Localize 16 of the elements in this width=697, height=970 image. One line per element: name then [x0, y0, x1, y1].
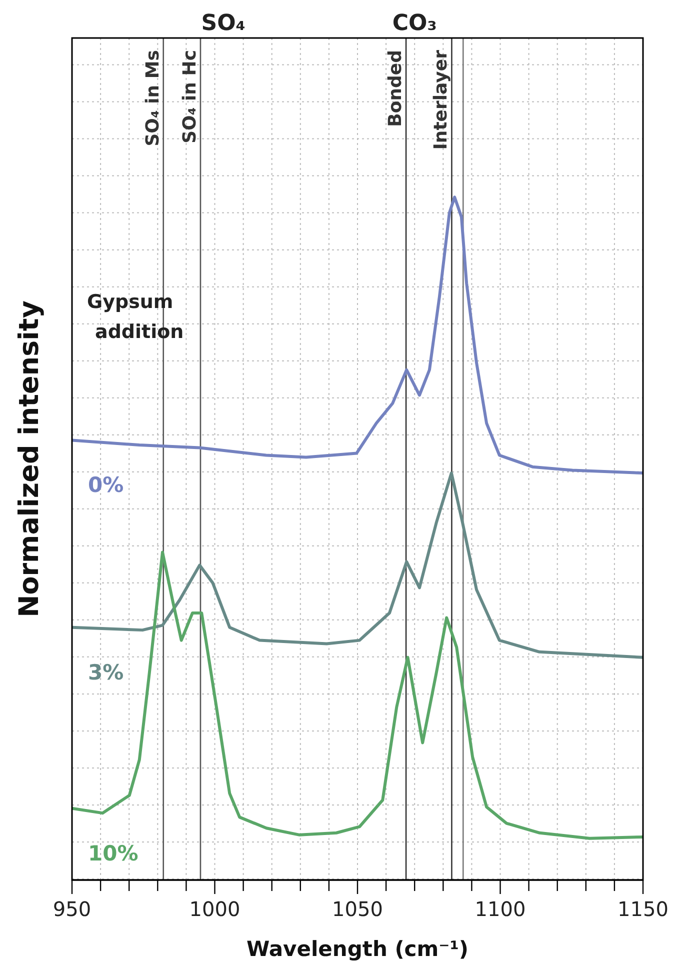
x-tick-label: 950: [52, 897, 92, 921]
x-tick-label: 1150: [618, 897, 668, 921]
ref-line-label: Bonded: [385, 50, 406, 127]
ref-line-label: SO₄ in Hc: [179, 50, 200, 144]
x-tick-label: 1000: [189, 897, 240, 921]
y-axis-title: Normalized intensity: [14, 300, 45, 618]
ref-line-label: Interlayer: [430, 50, 452, 150]
ref-line-label: SO₄ in Ms: [142, 50, 164, 146]
text: CO₃: [392, 11, 437, 36]
x-tick-label: 1050: [332, 897, 383, 921]
x-axis-title: Wavelength (cm⁻¹): [246, 937, 469, 961]
text: SO₄: [201, 11, 246, 36]
series-label: 10%: [88, 841, 138, 866]
series-label: 0%: [88, 473, 124, 498]
x-tick-label: 1100: [474, 897, 526, 921]
series-label: 3%: [88, 660, 124, 684]
